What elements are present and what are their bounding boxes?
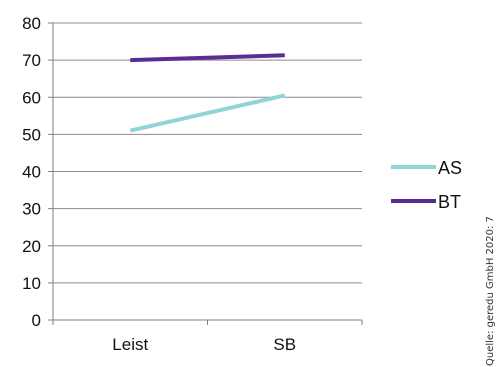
series-line-bt <box>130 53 285 63</box>
x-tick-label-sb: SB <box>273 335 296 354</box>
y-tick-label-40: 40 <box>22 163 41 182</box>
series-lines <box>129 53 286 133</box>
legend-label-as: AS <box>438 158 462 178</box>
y-tick-label-20: 20 <box>22 237 41 256</box>
y-tick-label-10: 10 <box>22 274 41 293</box>
y-tick-label-60: 60 <box>22 88 41 107</box>
y-tick-label-50: 50 <box>22 125 41 144</box>
y-tick-label-70: 70 <box>22 51 41 70</box>
y-tick-label-0: 0 <box>32 311 41 330</box>
axes <box>48 22 363 325</box>
y-tick-labels: 0 10 20 30 40 50 60 70 80 <box>22 14 41 330</box>
series-line-as <box>129 93 286 133</box>
source-note: Quelle: geredu GmbH 2020: 7 <box>485 216 496 366</box>
x-tick-labels: Leist SB <box>112 335 296 354</box>
y-tick-label-30: 30 <box>22 200 41 219</box>
x-tick-label-leist: Leist <box>112 335 148 354</box>
legend: AS BT <box>391 158 462 212</box>
legend-label-bt: BT <box>438 192 461 212</box>
y-tick-label-80: 80 <box>22 14 41 33</box>
gridlines <box>53 22 362 284</box>
